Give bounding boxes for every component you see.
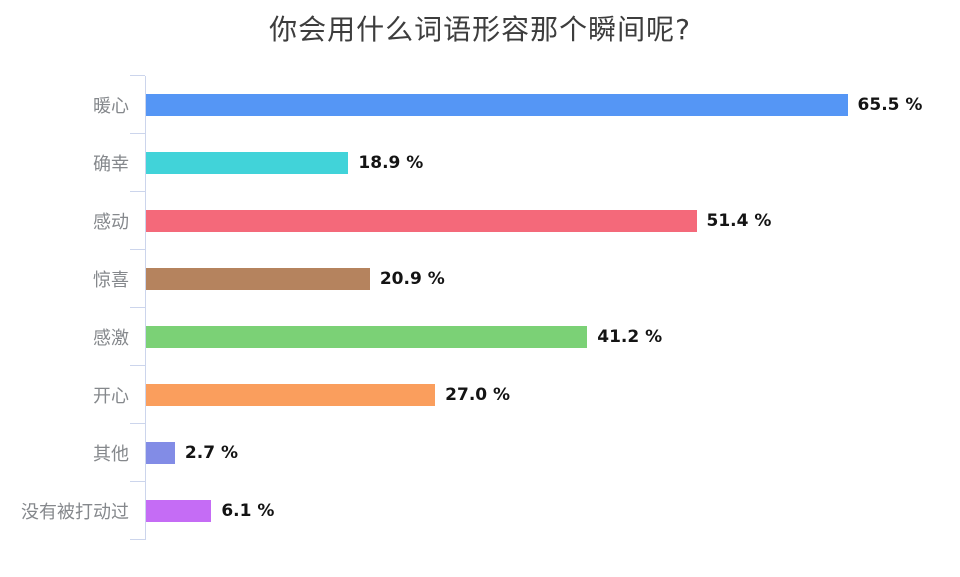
category-label: 确幸 (93, 154, 129, 175)
category-label: 没有被打动过 (21, 502, 129, 523)
category-label: 感激 (93, 328, 129, 349)
plot-band: 65.5 % (130, 75, 960, 134)
bar (146, 384, 436, 406)
category-label: 暖心 (93, 96, 129, 117)
category-label: 感动 (93, 212, 129, 233)
bar-row: 感激 41.2 % (0, 307, 960, 366)
bar-row: 感动 51.4 % (0, 191, 960, 250)
bar (146, 94, 848, 116)
plot-band: 51.4 % (130, 191, 960, 250)
bar (146, 152, 349, 174)
value-label: 65.5 % (857, 95, 923, 115)
plot-band: 18.9 % (130, 133, 960, 192)
bar-row: 确幸 18.9 % (0, 133, 960, 192)
value-label: 6.1 % (221, 501, 275, 521)
value-label: 41.2 % (597, 327, 663, 347)
bar-row: 没有被打动过 6.1 % (0, 481, 960, 540)
plot-band: 27.0 % (130, 365, 960, 424)
bar (146, 326, 588, 348)
plot-band: 41.2 % (130, 307, 960, 366)
chart-plot-area: 暖心 65.5 % 确幸 18.9 % 感动 51.4 % 惊喜 (0, 75, 960, 540)
value-label: 18.9 % (358, 153, 424, 173)
category-label: 开心 (93, 386, 129, 407)
bar (146, 500, 212, 522)
bar-row: 开心 27.0 % (0, 365, 960, 424)
plot-band: 6.1 % (130, 481, 960, 540)
bar-row: 其他 2.7 % (0, 423, 960, 482)
category-label: 其他 (93, 444, 129, 465)
plot-band: 2.7 % (130, 423, 960, 482)
bar (146, 442, 175, 464)
value-label: 51.4 % (706, 211, 772, 231)
value-label: 2.7 % (184, 443, 238, 463)
value-label: 27.0 % (445, 385, 511, 405)
category-label: 惊喜 (93, 270, 129, 291)
bar (146, 268, 370, 290)
value-label: 20.9 % (379, 269, 445, 289)
bar-row: 惊喜 20.9 % (0, 249, 960, 308)
bar-row: 暖心 65.5 % (0, 75, 960, 134)
plot-band: 20.9 % (130, 249, 960, 308)
bar (146, 210, 697, 232)
chart-title: 你会用什么词语形容那个瞬间呢? (269, 13, 691, 46)
